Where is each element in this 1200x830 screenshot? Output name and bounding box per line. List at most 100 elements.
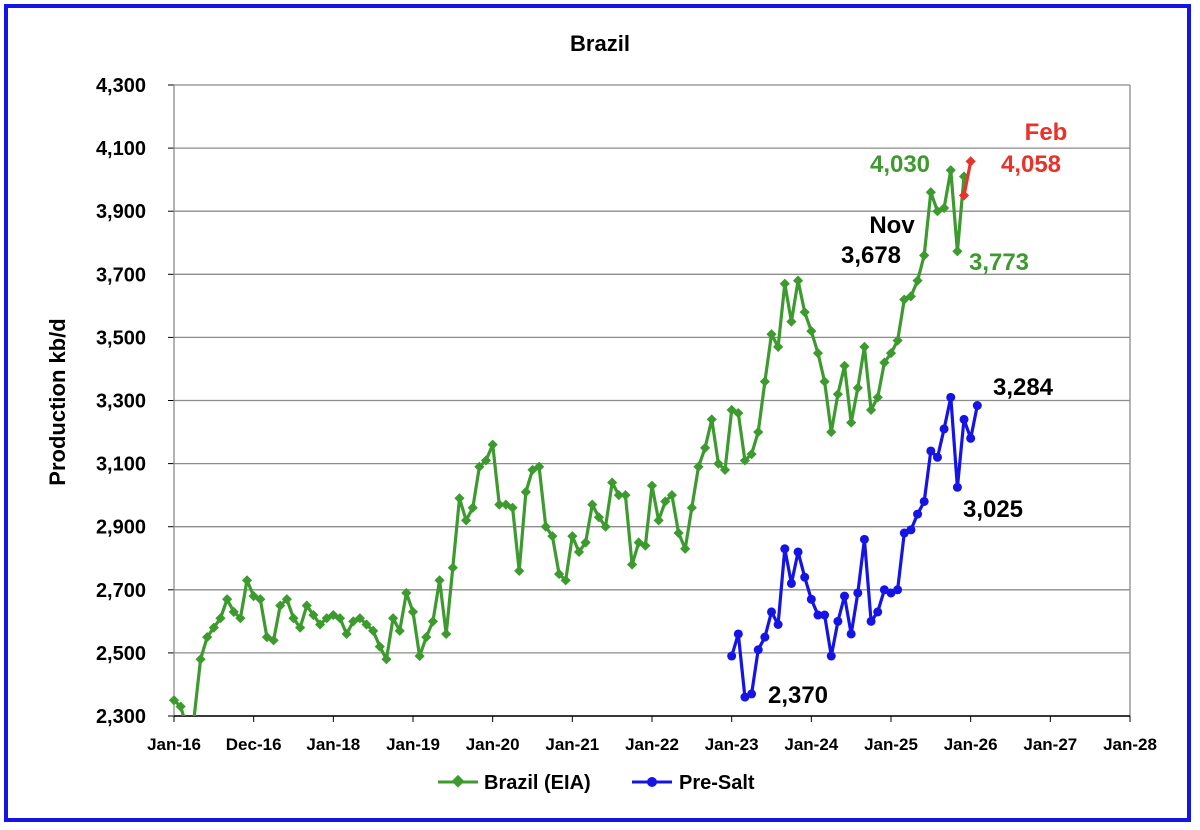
data-point [919,250,930,261]
data-point [580,537,591,548]
data-point [202,632,213,643]
x-tick-label: Jan-25 [864,735,918,754]
data-point [813,610,823,620]
data-point [222,594,233,605]
data-point [767,607,776,617]
legend: Brazil (EIA) Pre-Salt [438,772,755,794]
data-point [733,408,744,419]
data-point [832,389,843,400]
series-line [730,395,979,699]
data-point [480,455,492,466]
y-tick-labels: 2,300 2,500 2,700 2,900 3,100 3,300 3,500 3,700… [96,75,146,728]
data-point [700,442,711,453]
data-label: 3,773 [969,249,1029,276]
data-point [660,496,671,507]
data-point [228,606,239,617]
data-point [434,575,445,586]
data-point [879,357,890,368]
x-tick-label: Jan-22 [625,735,679,754]
data-point [474,461,485,472]
data-point [215,613,226,624]
x-tick-label: Jan-21 [545,735,599,754]
data-point [620,490,631,501]
data-point [387,613,399,624]
data-point [812,348,824,359]
data-point [800,572,810,582]
data-point [759,376,770,387]
data-point [946,392,956,402]
data-point [893,585,903,595]
y-axis-label: Production kb/d [45,318,70,485]
data-point [819,376,830,387]
data-point [361,619,372,630]
data-point [719,464,731,476]
x-tick-label: Dec-16 [226,735,282,754]
data-point [926,446,936,456]
data-point [826,426,837,438]
x-tick-label: Jan-18 [306,735,360,754]
data-point [786,316,797,327]
data-point [288,613,299,624]
data-point [866,616,876,626]
data-point [301,600,312,611]
data-point [374,641,385,652]
data-point [461,515,472,526]
data-label: Feb [1025,119,1068,146]
data-point [454,493,465,504]
data-point [932,452,942,462]
data-point [753,645,763,655]
data-point [826,651,836,661]
data-point [852,382,863,393]
data-point [952,246,963,257]
data-point [514,565,525,576]
data-point [859,534,869,544]
legend-label-pre-salt: Pre-Salt [679,772,755,794]
data-point [414,650,425,662]
data-point [593,512,604,523]
data-point [727,651,737,661]
data-point [341,628,352,640]
data-label: 4,058 [1001,151,1061,178]
data-point [747,689,757,699]
data-point [806,594,816,604]
y-tick-label: 2,500 [96,643,146,665]
y-tick-label: 3,900 [96,201,146,223]
data-point [773,341,784,352]
data-point [653,515,664,526]
data-point [680,543,691,554]
x-tick-label: Jan-19 [386,735,440,754]
data-point [487,439,498,450]
data-point [913,509,923,519]
data-point [925,187,936,198]
data-label: 3,284 [993,374,1054,401]
data-point [780,544,790,554]
x-tick-label: Jan-20 [466,735,520,754]
y-tick-label: 3,100 [96,454,146,476]
data-point [268,635,279,646]
data-point [859,341,870,352]
data-label: 3,678 [841,242,901,269]
data-label: 2,370 [768,682,828,709]
x-tick-labels: Jan-16 Dec-16 Jan-18 Jan-19 Jan-20 Jan-21 Jan-… [147,735,1157,754]
data-point [945,165,956,176]
x-tick-label: Jan-24 [784,735,838,754]
data-point [467,502,478,513]
x-tick-label: Jan-26 [944,735,998,754]
data-point [281,594,292,605]
data-point [255,594,266,605]
data-point [779,278,790,289]
data-point [846,417,857,428]
data-point [753,426,764,438]
x-tick-label: Jan-28 [1103,735,1157,754]
annotations: Nov 3,678 4,030 3,773 Feb 4,058 2,370 3,025 3,28… [768,119,1067,709]
series-pre-salt [727,392,982,702]
y-tick-label: 2,700 [96,580,146,602]
data-point [308,609,319,621]
x-tick-label: Jan-16 [147,735,201,754]
data-point [939,424,949,434]
y-tick-label: 3,700 [96,264,146,286]
data-point [873,607,883,617]
data-point [381,654,392,665]
data-point [786,578,796,588]
